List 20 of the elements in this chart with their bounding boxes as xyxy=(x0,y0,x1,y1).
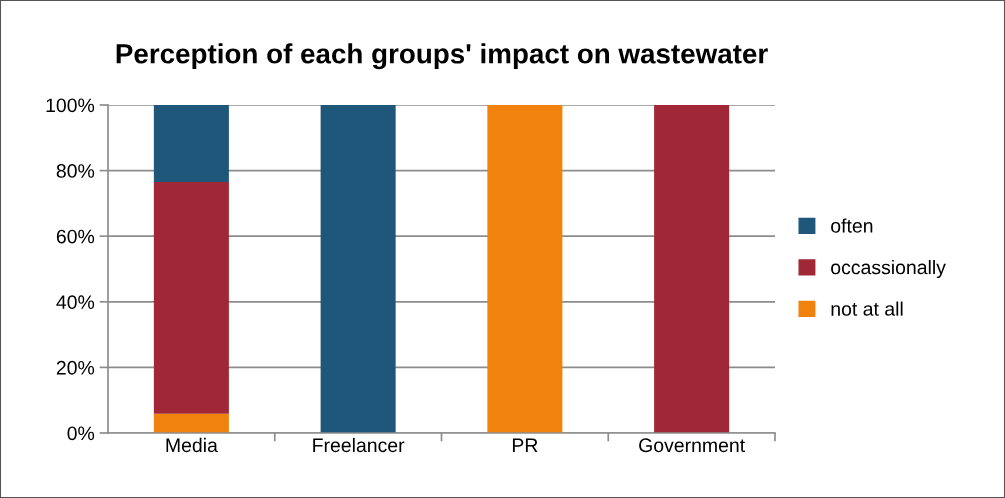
legend-label: often xyxy=(831,218,873,233)
x-tick-label: Media xyxy=(166,437,218,453)
chart-title: Perception of each groups' impact on wastewater xyxy=(116,43,768,70)
bar xyxy=(153,413,229,433)
y-tick-label: 100% xyxy=(46,98,95,113)
y-tick-label: 20% xyxy=(56,360,95,375)
x-tick-label: PR xyxy=(512,438,538,452)
bar xyxy=(153,105,229,183)
y-tick-label: 80% xyxy=(56,164,95,178)
x-tick-label: Government xyxy=(639,438,745,453)
y-tick-label: 40% xyxy=(56,295,95,310)
legend-label: not at all xyxy=(831,301,903,316)
y-tick-label: 60% xyxy=(56,229,95,244)
x-tick-label: Freelancer xyxy=(313,437,405,453)
bar xyxy=(153,182,229,414)
bar xyxy=(654,105,730,433)
legend-label: occassionally xyxy=(831,259,946,279)
y-tick-label: 0% xyxy=(67,426,95,441)
bar xyxy=(320,105,396,433)
bar xyxy=(487,105,563,433)
